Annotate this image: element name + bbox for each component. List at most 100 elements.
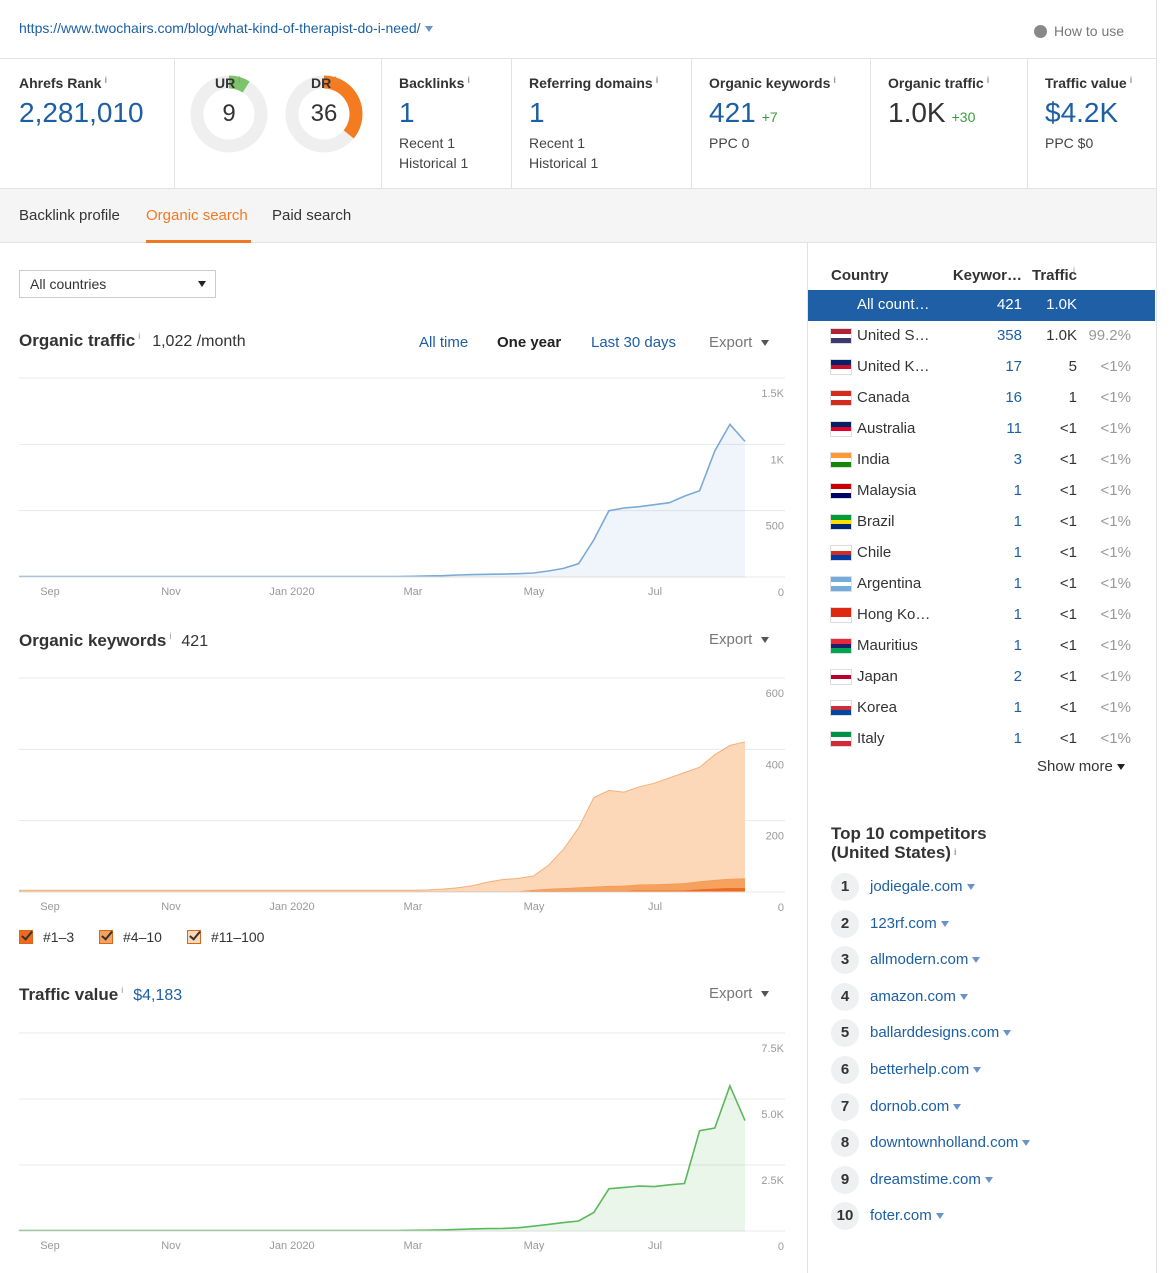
country-name[interactable]: United K… <box>857 358 930 375</box>
info-icon[interactable]: i <box>953 847 957 857</box>
country-name[interactable]: India <box>857 451 890 468</box>
competitor[interactable]: downtownholland.com <box>870 1134 1031 1152</box>
info-icon[interactable]: i <box>138 331 141 341</box>
competitor-domain[interactable]: dreamstime.com <box>870 1170 981 1188</box>
help-link[interactable]: How to use <box>1034 23 1124 39</box>
info-icon[interactable]: i <box>238 75 241 85</box>
country-filter[interactable]: All countries <box>19 270 216 298</box>
column-header[interactable]: Country <box>831 267 889 284</box>
competitor-arrow[interactable] <box>935 1213 944 1220</box>
country-name[interactable]: Malaysia <box>857 482 917 499</box>
country-name[interactable]: Korea <box>857 699 898 716</box>
country-name[interactable]: United S… <box>857 327 930 344</box>
info-icon[interactable]: i <box>169 631 172 641</box>
range-option[interactable]: All time <box>419 334 469 351</box>
country-keywords[interactable]: 2 <box>1013 668 1022 685</box>
metric-value[interactable]: 421 <box>709 97 756 128</box>
country-name[interactable]: Japan <box>857 668 898 685</box>
country-keywords[interactable]: 358 <box>996 327 1022 344</box>
competitor[interactable]: allmodern.com <box>870 951 981 969</box>
tab[interactable]: Organic search <box>146 207 248 224</box>
country-keywords[interactable]: 17 <box>1005 358 1022 375</box>
country-keywords[interactable]: 16 <box>1005 389 1022 406</box>
tab[interactable]: Paid search <box>272 207 352 224</box>
country-name[interactable]: Italy <box>857 730 885 747</box>
range-option[interactable]: One year <box>497 334 562 351</box>
column-header[interactable]: Traffic <box>1031 267 1077 284</box>
info-icon[interactable]: i <box>121 985 124 995</box>
filter-arrow[interactable] <box>198 281 206 287</box>
country-name[interactable]: Hong Ko… <box>857 606 931 623</box>
country-name[interactable]: Mauritius <box>857 637 918 654</box>
metric-value[interactable]: 1 <box>399 97 415 128</box>
country-name[interactable]: All count… <box>857 296 930 313</box>
legend-checkbox[interactable] <box>187 930 201 944</box>
country-keywords[interactable]: 1 <box>1013 482 1022 499</box>
country-keywords[interactable]: 1 <box>1013 575 1022 592</box>
export[interactable]: Export <box>709 334 770 351</box>
competitor[interactable]: betterhelp.com <box>870 1061 982 1078</box>
competitor-domain[interactable]: allmodern.com <box>870 951 969 969</box>
metric-value[interactable]: 1 <box>529 97 545 128</box>
competitor-domain[interactable]: downtownholland.com <box>870 1134 1019 1152</box>
country-name[interactable]: Chile <box>857 544 892 561</box>
export-arrow[interactable] <box>761 991 770 998</box>
info-icon[interactable]: i <box>986 75 990 85</box>
legend-checkbox[interactable] <box>19 930 33 944</box>
show-more-arrow[interactable] <box>1116 764 1125 771</box>
competitor-arrow[interactable] <box>953 1103 962 1110</box>
competitor-domain[interactable]: jodiegale.com <box>870 878 963 895</box>
export-arrow[interactable] <box>761 340 770 347</box>
competitor[interactable]: 123rf.com <box>870 915 949 932</box>
show-more-text[interactable]: Show more <box>1037 758 1113 775</box>
range-option[interactable]: Last 30 days <box>591 334 677 351</box>
tab[interactable]: Backlink profile <box>19 207 120 224</box>
competitor[interactable]: foter.com <box>870 1207 944 1224</box>
column-header[interactable]: Keywor… <box>952 267 1022 284</box>
country-name[interactable]: Australia <box>857 420 916 437</box>
selected-row[interactable] <box>808 290 1155 321</box>
competitor-arrow[interactable] <box>940 920 949 927</box>
country-name[interactable]: Brazil <box>857 513 895 530</box>
info-icon[interactable]: i <box>833 75 836 85</box>
competitor-domain[interactable]: amazon.com <box>870 987 956 1005</box>
export[interactable]: Export <box>709 985 770 1002</box>
competitor[interactable]: dreamstime.com <box>870 1171 993 1188</box>
competitor-domain[interactable]: betterhelp.com <box>870 1061 970 1078</box>
competitor[interactable]: amazon.com <box>870 988 968 1005</box>
country-name[interactable]: Argentina <box>857 575 922 592</box>
competitor-domain[interactable]: foter.com <box>870 1207 932 1225</box>
country-keywords[interactable]: 1 <box>1013 544 1022 561</box>
competitor[interactable]: jodiegale.com <box>870 878 975 895</box>
url-text[interactable]: https://www.twochairs.com/blog/what-kind… <box>19 20 421 36</box>
competitor-arrow[interactable] <box>984 1176 993 1183</box>
country-keywords[interactable]: 421 <box>996 296 1022 313</box>
country-keywords[interactable]: 3 <box>1013 451 1022 468</box>
export[interactable]: Export <box>709 631 770 648</box>
url-arrow[interactable] <box>424 26 433 33</box>
legend-checkbox[interactable] <box>99 930 113 944</box>
country-keywords[interactable]: 1 <box>1013 513 1022 530</box>
competitor-domain[interactable]: dornob.com <box>870 1097 950 1115</box>
competitor-arrow[interactable] <box>1003 1030 1012 1037</box>
export-text[interactable]: Export <box>709 631 753 648</box>
competitor[interactable]: ballarddesigns.com <box>870 1024 1012 1041</box>
info-icon[interactable]: i <box>655 75 659 85</box>
competitor[interactable]: dornob.com <box>870 1097 962 1115</box>
export-text[interactable]: Export <box>709 985 753 1002</box>
competitor-arrow[interactable] <box>972 957 981 964</box>
info-icon[interactable]: i <box>1129 75 1133 85</box>
competitor-arrow[interactable] <box>966 884 975 891</box>
info-icon[interactable]: i <box>334 75 337 85</box>
competitor-arrow[interactable] <box>959 993 968 1000</box>
competitor-arrow[interactable] <box>973 1067 982 1074</box>
filter-text[interactable]: All countries <box>30 276 107 292</box>
country-keywords[interactable]: 1 <box>1013 606 1022 623</box>
info-icon[interactable]: i <box>1073 265 1075 275</box>
help-text[interactable]: How to use <box>1054 23 1125 39</box>
country-keywords[interactable]: 1 <box>1013 699 1022 716</box>
competitor-domain[interactable]: 123rf.com <box>870 914 937 932</box>
info-icon[interactable]: i <box>467 75 470 85</box>
country-name[interactable]: Canada <box>857 389 910 406</box>
country-keywords[interactable]: 1 <box>1013 730 1022 747</box>
